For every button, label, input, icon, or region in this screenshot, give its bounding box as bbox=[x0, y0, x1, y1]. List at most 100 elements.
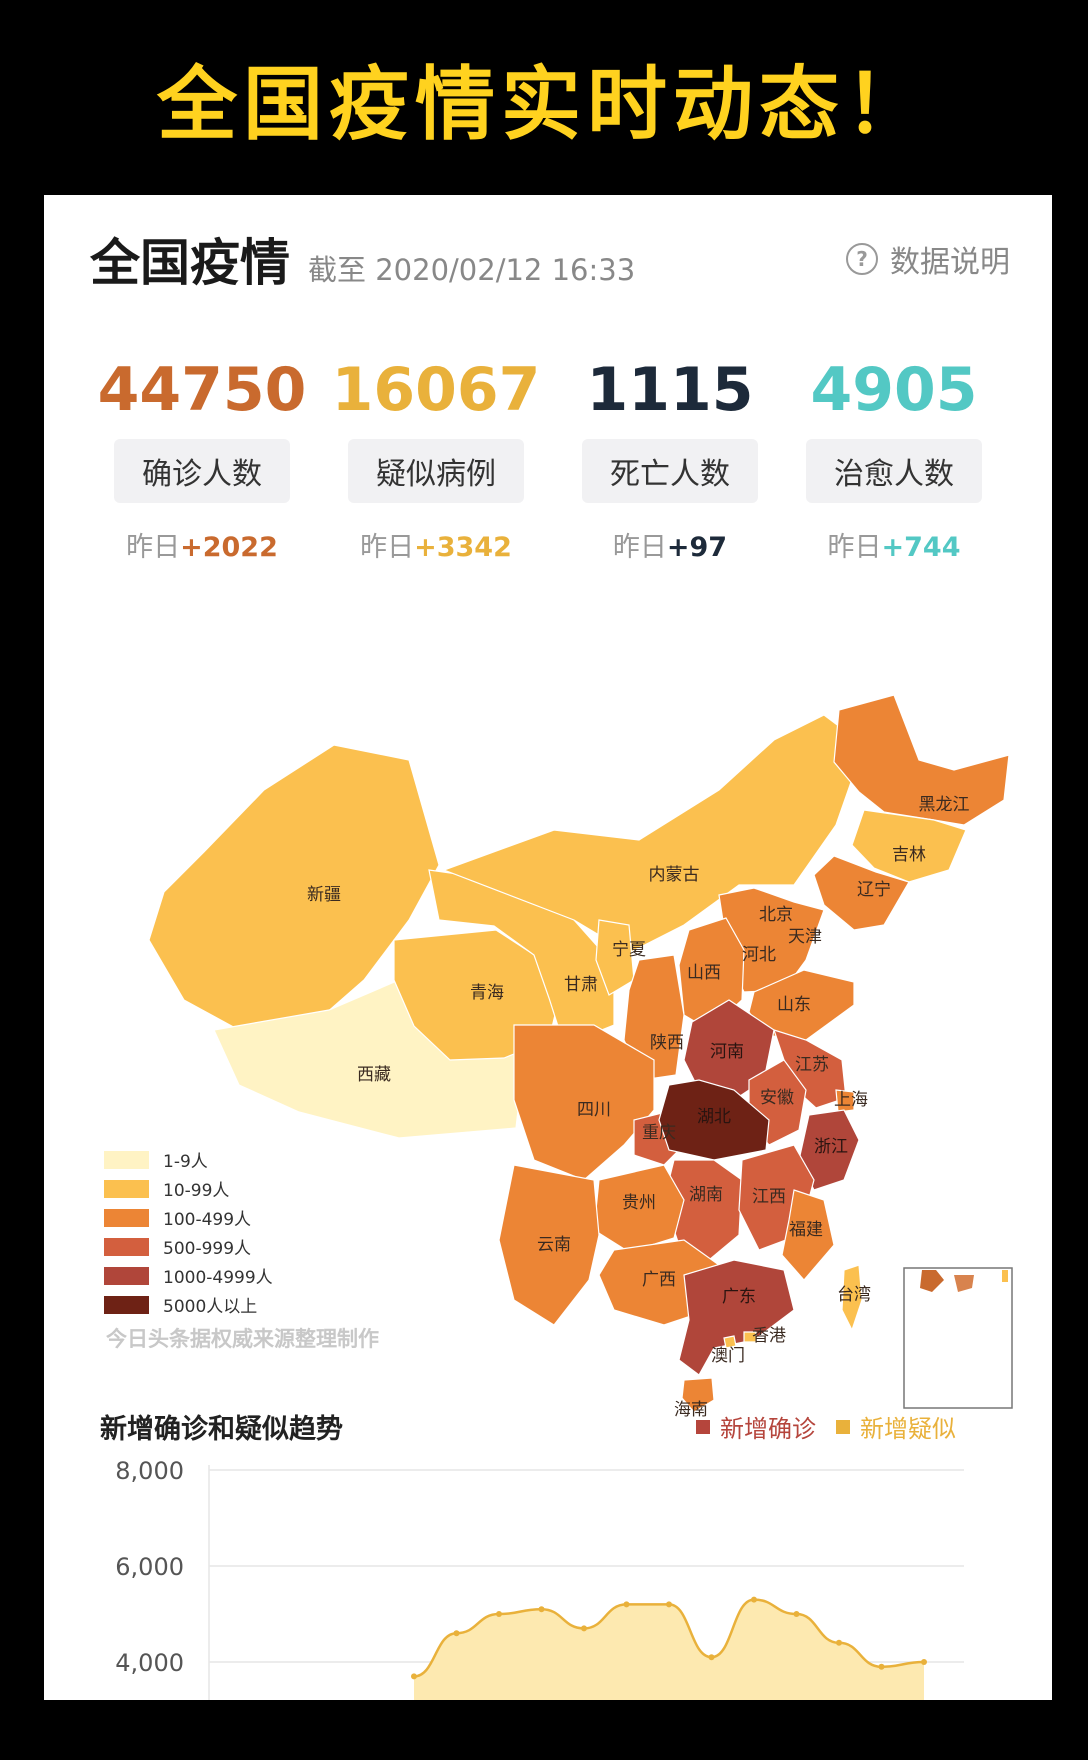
legend-item: 10-99人 bbox=[104, 1174, 273, 1203]
province-label: 四川 bbox=[577, 1100, 611, 1120]
legend-item: 1000-4999人 bbox=[104, 1261, 273, 1290]
suspected-point bbox=[538, 1606, 545, 1613]
stat-recovered[interactable]: 4905 治愈人数 昨日+744 bbox=[784, 355, 1004, 564]
stat-value: 16067 bbox=[331, 355, 541, 425]
province-label: 安徽 bbox=[760, 1088, 794, 1108]
epidemic-card: 全国疫情 截至 2020/02/12 16:33 ? 数据说明 44750 确诊… bbox=[44, 195, 1052, 1700]
province-内蒙古[interactable] bbox=[442, 714, 865, 954]
province-label: 陕西 bbox=[650, 1033, 684, 1053]
banner-title: 全国疫情实时动态！ bbox=[157, 58, 931, 151]
legend-item: 100-499人 bbox=[104, 1203, 273, 1232]
province-吉林[interactable] bbox=[851, 809, 967, 883]
data-help-button[interactable]: ? 数据说明 bbox=[846, 237, 1010, 281]
y-tick-label: 4,000 bbox=[115, 1649, 184, 1677]
stat-value: 4905 bbox=[810, 355, 978, 425]
province-湖北[interactable] bbox=[658, 1079, 770, 1161]
legend-label: 1-9人 bbox=[163, 1152, 208, 1172]
province-台湾[interactable] bbox=[841, 1264, 863, 1332]
province-label: 海南 bbox=[674, 1400, 708, 1420]
province-label: 青海 bbox=[470, 983, 504, 1003]
stat-delta: 昨日+3342 bbox=[360, 532, 512, 563]
province-label: 湖北 bbox=[697, 1107, 731, 1127]
as-of-timestamp: 截至 2020/02/12 16:33 bbox=[308, 253, 636, 287]
trend-chart: 8,000 6,000 4,000 bbox=[115, 1457, 964, 1700]
y-tick-label: 8,000 bbox=[115, 1457, 184, 1485]
province-label: 北京 bbox=[759, 905, 793, 925]
suspected-point bbox=[878, 1663, 885, 1670]
province-label: 内蒙古 bbox=[649, 865, 700, 885]
suspected-point bbox=[453, 1630, 460, 1637]
stat-label: 确诊人数 bbox=[114, 439, 290, 503]
province-云南[interactable] bbox=[498, 1164, 600, 1326]
legend-suspected-label[interactable]: 新增疑似 bbox=[860, 1415, 956, 1443]
stat-label: 疑似病例 bbox=[348, 439, 524, 503]
province-辽宁[interactable] bbox=[813, 855, 910, 931]
province-label: 湖南 bbox=[689, 1185, 723, 1205]
suspected-point bbox=[921, 1659, 927, 1665]
province-label: 天津 bbox=[788, 927, 822, 947]
province-label: 云南 bbox=[537, 1235, 571, 1255]
stat-delta: 昨日+2022 bbox=[126, 532, 278, 563]
legend-item: 1-9人 bbox=[104, 1145, 273, 1174]
legend-swatch bbox=[104, 1266, 149, 1285]
trend-title: 新增确诊和疑似趋势 bbox=[100, 1414, 343, 1445]
stat-confirmed[interactable]: 44750 确诊人数 昨日+2022 bbox=[92, 355, 312, 564]
province-label: 香港 bbox=[752, 1326, 786, 1346]
stat-value: 44750 bbox=[97, 355, 307, 425]
legend-label: 5000人以上 bbox=[163, 1297, 258, 1317]
y-tick-label: 6,000 bbox=[115, 1553, 184, 1581]
data-source-note: 今日头条据权威来源整理制作 bbox=[106, 1327, 379, 1351]
trend-legend: 新增确诊 新增疑似 bbox=[696, 1409, 956, 1444]
province-label: 浙江 bbox=[814, 1137, 848, 1157]
province-香港[interactable] bbox=[743, 1331, 757, 1343]
suspected-point bbox=[623, 1601, 630, 1608]
card-header: 全国疫情 截至 2020/02/12 16:33 bbox=[90, 223, 635, 292]
suspected-point bbox=[581, 1625, 587, 1632]
stat-suspected[interactable]: 16067 疑似病例 昨日+3342 bbox=[326, 355, 546, 564]
province-上海[interactable] bbox=[835, 1089, 855, 1113]
province-海南[interactable] bbox=[681, 1377, 715, 1413]
suspected-point bbox=[411, 1673, 417, 1680]
province-四川[interactable] bbox=[513, 1024, 655, 1181]
province-陕西[interactable] bbox=[623, 954, 685, 1081]
province-label: 河南 bbox=[710, 1042, 744, 1062]
province-label: 上海 bbox=[834, 1090, 868, 1110]
suspected-point bbox=[708, 1654, 715, 1661]
province-label: 山东 bbox=[777, 995, 811, 1015]
legend-confirmed-label[interactable]: 新增确诊 bbox=[720, 1415, 816, 1443]
province-宁夏[interactable] bbox=[595, 919, 635, 996]
province-label: 江苏 bbox=[795, 1055, 829, 1075]
data-help-label: 数据说明 bbox=[890, 245, 1010, 280]
province-福建[interactable] bbox=[781, 1189, 835, 1281]
suspected-point bbox=[793, 1611, 800, 1617]
province-label: 河北 bbox=[742, 945, 776, 965]
stat-deaths[interactable]: 1115 死亡人数 昨日+97 bbox=[560, 355, 780, 564]
legend-label: 500-999人 bbox=[163, 1239, 252, 1259]
province-label: 新疆 bbox=[307, 885, 341, 905]
province-label: 福建 bbox=[789, 1220, 823, 1240]
province-label: 澳门 bbox=[711, 1346, 745, 1366]
suspected-point bbox=[751, 1596, 757, 1603]
legend-swatch bbox=[104, 1237, 149, 1256]
province-label: 宁夏 bbox=[612, 940, 646, 960]
province-label: 广东 bbox=[722, 1287, 756, 1307]
stat-label: 治愈人数 bbox=[806, 439, 982, 503]
south-china-sea-inset bbox=[903, 1267, 1013, 1409]
legend-suspected-swatch bbox=[836, 1419, 850, 1434]
province-label: 甘肃 bbox=[564, 975, 598, 995]
province-label: 重庆 bbox=[642, 1123, 676, 1143]
province-澳门[interactable] bbox=[723, 1335, 737, 1349]
legend-swatch bbox=[104, 1150, 149, 1169]
province-label: 吉林 bbox=[892, 845, 926, 865]
province-黑龙江[interactable] bbox=[833, 694, 1010, 826]
province-label: 广西 bbox=[642, 1270, 676, 1290]
province-label: 江西 bbox=[752, 1187, 786, 1207]
province-label: 贵州 bbox=[622, 1193, 656, 1213]
legend-label: 100-499人 bbox=[163, 1210, 252, 1230]
province-label: 黑龙江 bbox=[919, 795, 970, 815]
legend-label: 1000-4999人 bbox=[163, 1268, 273, 1288]
stat-delta: 昨日+97 bbox=[612, 532, 728, 563]
legend-swatch bbox=[104, 1208, 149, 1227]
suspected-area bbox=[414, 1599, 924, 1700]
